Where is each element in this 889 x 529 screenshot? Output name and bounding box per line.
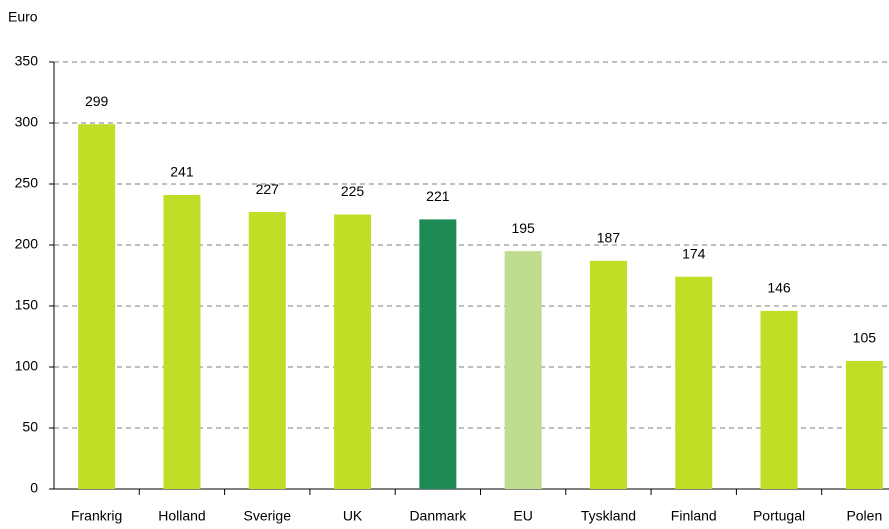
data-label: 227	[256, 181, 280, 197]
data-label: 187	[597, 230, 621, 246]
y-axis-label: Euro	[8, 9, 38, 25]
bar	[419, 219, 457, 489]
x-tick-label: Danmark	[409, 508, 467, 524]
bar	[675, 276, 713, 489]
data-label: 174	[682, 245, 706, 261]
data-label: 221	[426, 188, 450, 204]
x-tick-label: Polen	[846, 508, 882, 524]
bar	[334, 214, 372, 489]
bar	[78, 124, 116, 489]
y-tick-label: 150	[15, 297, 39, 313]
bar	[163, 194, 201, 490]
x-tick-label: Sverige	[244, 508, 292, 524]
y-tick-label: 300	[15, 114, 39, 130]
y-tick-label: 350	[15, 53, 39, 69]
x-tick-label: Frankrig	[71, 508, 122, 524]
bar	[504, 251, 542, 489]
data-label: 299	[85, 93, 109, 109]
y-tick-label: 200	[15, 236, 39, 252]
y-tick-label: 100	[15, 358, 39, 374]
x-tick-label: Tyskland	[581, 508, 636, 524]
bar	[760, 310, 798, 489]
data-label: 146	[767, 280, 791, 296]
data-label: 195	[511, 220, 535, 236]
y-tick-label: 250	[15, 175, 39, 191]
bar	[845, 360, 883, 489]
x-tick-label: Finland	[671, 508, 717, 524]
y-tick-label: 0	[30, 480, 38, 496]
x-tick-label: Holland	[158, 508, 205, 524]
data-label: 225	[341, 183, 365, 199]
x-tick-label: UK	[343, 508, 363, 524]
bar	[248, 212, 286, 489]
data-label: 105	[853, 330, 877, 346]
x-tick-label: Portugal	[753, 508, 805, 524]
x-tick-label: EU	[513, 508, 532, 524]
data-label: 241	[170, 164, 194, 180]
bar	[589, 260, 627, 489]
y-tick-label: 50	[22, 419, 38, 435]
